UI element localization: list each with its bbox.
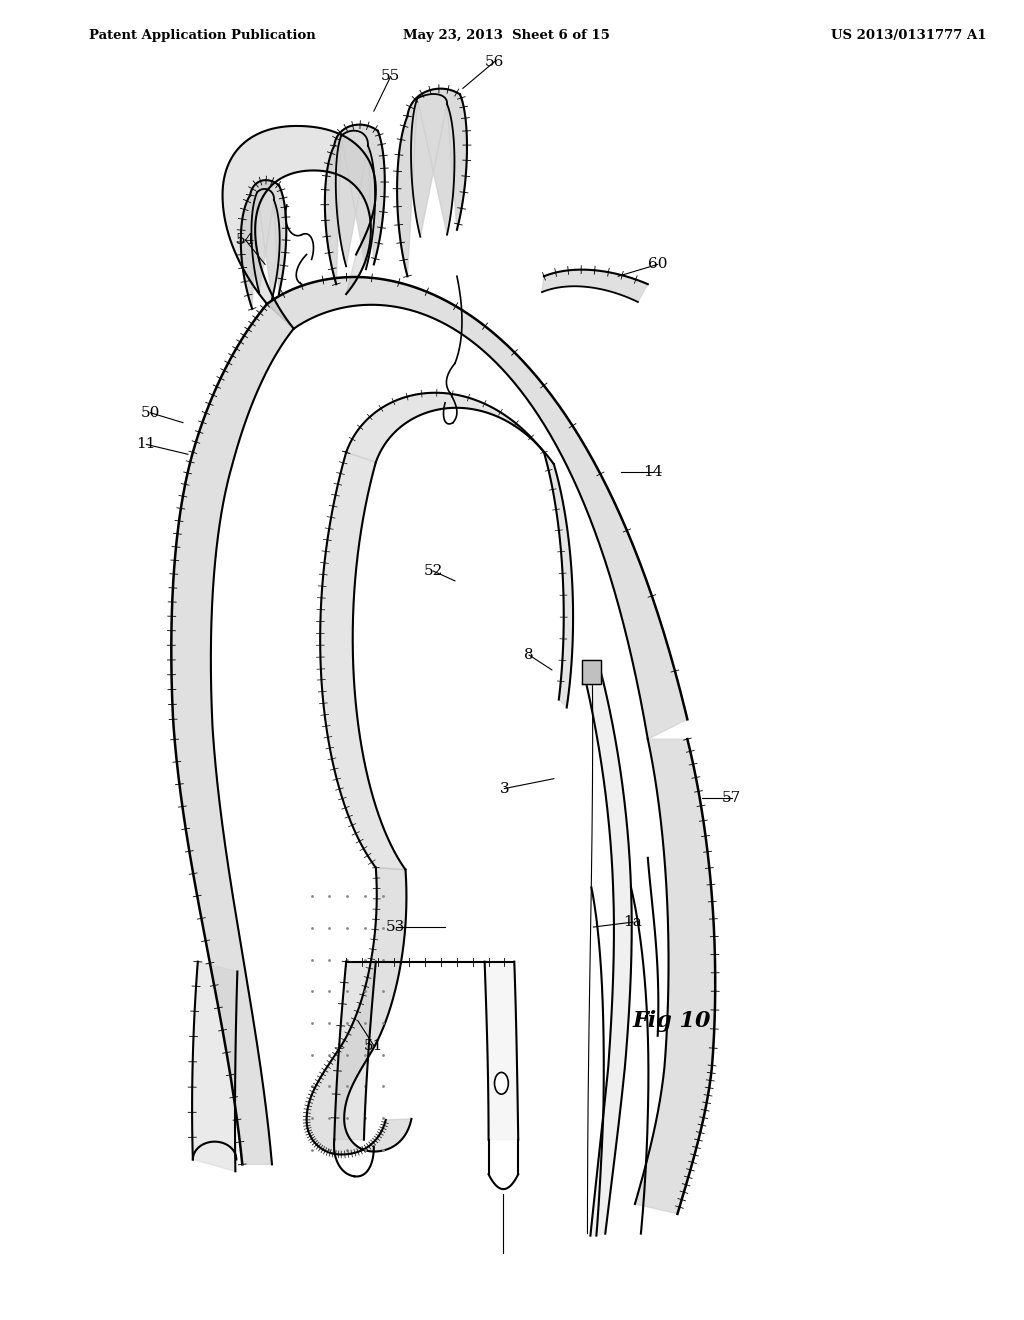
Ellipse shape xyxy=(495,1072,508,1094)
Polygon shape xyxy=(544,453,573,708)
Text: 54: 54 xyxy=(236,232,255,247)
Text: 57: 57 xyxy=(722,792,741,805)
Text: May 23, 2013  Sheet 6 of 15: May 23, 2013 Sheet 6 of 15 xyxy=(402,29,610,42)
Text: 55: 55 xyxy=(381,70,400,83)
Text: 3: 3 xyxy=(500,781,509,796)
Polygon shape xyxy=(346,393,554,465)
Text: 60: 60 xyxy=(648,257,668,272)
Polygon shape xyxy=(397,88,467,276)
Text: 11: 11 xyxy=(136,437,156,451)
Polygon shape xyxy=(334,962,376,1139)
Text: US 2013/0131777 A1: US 2013/0131777 A1 xyxy=(830,29,986,42)
Polygon shape xyxy=(484,962,518,1139)
Text: 51: 51 xyxy=(365,1039,384,1053)
Polygon shape xyxy=(635,739,715,1214)
Text: Patent Application Publication: Patent Application Publication xyxy=(89,29,315,42)
Text: 14: 14 xyxy=(643,465,663,479)
Text: 8: 8 xyxy=(524,648,534,663)
Text: 50: 50 xyxy=(140,405,160,420)
Polygon shape xyxy=(542,269,648,302)
Text: 52: 52 xyxy=(424,564,442,578)
Polygon shape xyxy=(241,180,287,309)
Text: 1a: 1a xyxy=(624,915,642,929)
Text: Fig 10: Fig 10 xyxy=(633,1010,712,1032)
Polygon shape xyxy=(171,304,294,1164)
Polygon shape xyxy=(306,867,412,1155)
Polygon shape xyxy=(222,125,376,329)
Polygon shape xyxy=(582,660,601,684)
Text: 53: 53 xyxy=(386,920,406,935)
Polygon shape xyxy=(321,453,406,870)
Polygon shape xyxy=(325,124,385,284)
Polygon shape xyxy=(267,277,687,739)
Text: 56: 56 xyxy=(484,54,504,69)
Polygon shape xyxy=(584,669,632,1236)
Polygon shape xyxy=(193,962,238,1171)
